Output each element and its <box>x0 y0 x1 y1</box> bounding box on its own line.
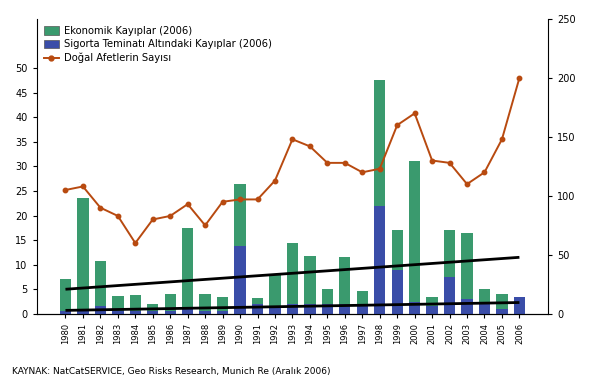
Bar <box>339 257 350 314</box>
Bar <box>235 184 246 314</box>
Bar <box>77 309 89 314</box>
Bar <box>356 291 368 314</box>
Text: KAYNAK: NatCatSERVICE, Geo Risks Research, Munich Re (Aralık 2006): KAYNAK: NatCatSERVICE, Geo Risks Researc… <box>12 367 330 376</box>
Bar <box>112 311 124 314</box>
Bar <box>356 304 368 314</box>
Bar <box>164 294 176 314</box>
Bar <box>322 304 333 314</box>
Bar <box>427 307 438 314</box>
Bar <box>164 311 176 314</box>
Bar <box>462 233 473 314</box>
Bar <box>514 297 525 314</box>
Bar <box>462 299 473 314</box>
Bar <box>129 295 141 314</box>
Bar <box>409 302 420 314</box>
Bar <box>374 81 385 314</box>
Bar <box>60 311 71 314</box>
Bar <box>269 307 281 314</box>
Bar <box>147 311 158 314</box>
Bar <box>304 256 316 314</box>
Bar <box>427 297 438 314</box>
Bar <box>217 297 228 314</box>
Bar <box>514 297 525 314</box>
Bar <box>182 228 193 314</box>
Bar <box>269 274 281 314</box>
Bar <box>287 243 298 314</box>
Bar <box>60 279 71 314</box>
Bar <box>129 311 141 314</box>
Bar <box>287 304 298 314</box>
Bar <box>322 289 333 314</box>
Bar <box>95 261 106 314</box>
Bar <box>304 304 316 314</box>
Bar <box>391 270 403 314</box>
Bar <box>252 297 263 314</box>
Bar <box>496 309 508 314</box>
Legend: Ekonomik Kayıplar (2006), Sigorta Teminatı Altındaki Kayıplar (2006), Doğal Afet: Ekonomik Kayıplar (2006), Sigorta Temina… <box>41 24 274 65</box>
Bar <box>235 246 246 314</box>
Bar <box>200 294 211 314</box>
Bar <box>339 304 350 314</box>
Bar <box>182 309 193 314</box>
Bar <box>479 304 490 314</box>
Bar <box>200 311 211 314</box>
Bar <box>77 198 89 314</box>
Bar <box>496 294 508 314</box>
Bar <box>147 304 158 314</box>
Bar <box>112 296 124 314</box>
Bar <box>479 289 490 314</box>
Bar <box>95 307 106 314</box>
Bar <box>409 161 420 314</box>
Bar <box>391 230 403 314</box>
Bar <box>217 311 228 314</box>
Bar <box>252 304 263 314</box>
Bar <box>374 206 385 314</box>
Bar <box>444 277 455 314</box>
Bar <box>444 230 455 314</box>
